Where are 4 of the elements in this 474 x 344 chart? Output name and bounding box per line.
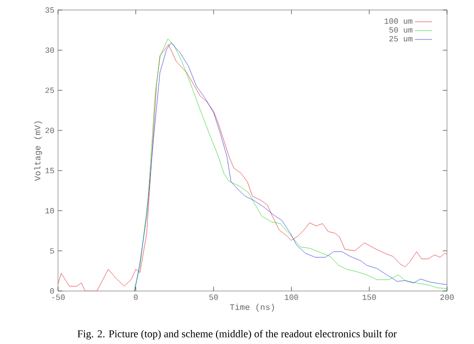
x-axis-title: Time (ns)	[230, 304, 274, 312]
caption: Fig. 2. Picture (top) and scheme (middle) of the readout electronics built for	[78, 330, 397, 340]
y-axis-title: Voltage (mV)	[34, 121, 42, 181]
line-series	[58, 44, 448, 291]
